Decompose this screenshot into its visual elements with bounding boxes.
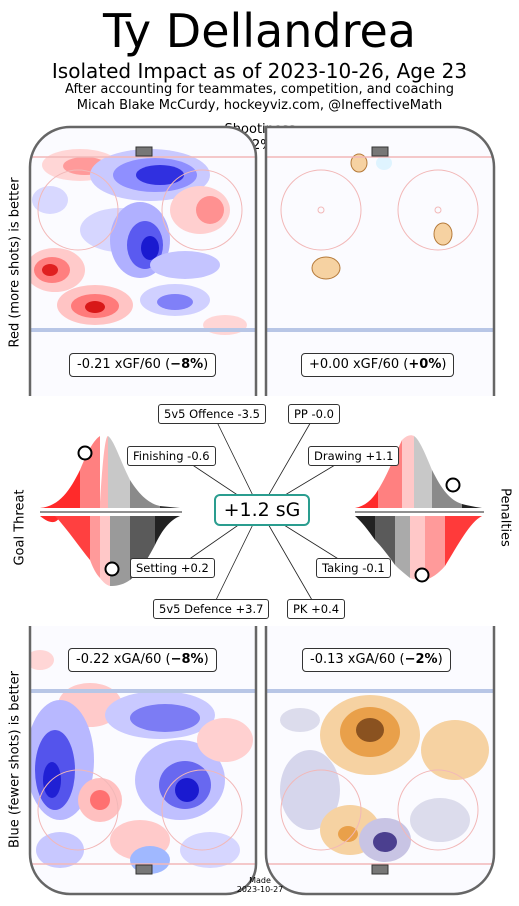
defence-5v5-boards <box>28 626 258 896</box>
red-better-label: Red (more shots) is better <box>7 177 23 348</box>
defence-pk-value: -0.13 <box>310 652 344 667</box>
component-5v5-offence: 5v5 Offence -3.5 <box>158 404 266 424</box>
credit-line: Micah Blake McCurdy, hockeyviz.com, @Ine… <box>76 98 443 113</box>
penalty-distributions <box>355 435 484 583</box>
offence-5v5-impact: -0.21 xGF/60 (−8%) <box>69 353 217 377</box>
chart-subtitle: Isolated Impact as of 2023-10-26, Age 23 <box>51 59 468 83</box>
defence-5v5-pct: −8% <box>170 652 204 667</box>
blue-better-label: Blue (fewer shots) is better <box>7 671 23 848</box>
offence-5v5-rink <box>30 127 256 396</box>
defence-pk-unit: xGA/60 <box>347 652 396 667</box>
offence-5v5-heatmap <box>30 149 247 335</box>
defence-pk-boards <box>264 626 496 896</box>
drawing-marker <box>445 477 461 493</box>
component-finishing: Finishing -0.6 <box>127 446 216 466</box>
defence-pk-impact: -0.13 xGA/60 (−2%) <box>302 648 451 672</box>
penalties-label: Penalties <box>497 488 513 547</box>
offence-pp-unit: xGF/60 <box>352 357 400 372</box>
offence-pp-heatmap <box>311 153 453 280</box>
component-setting: Setting +0.2 <box>130 558 215 578</box>
component-taking: Taking -0.1 <box>316 558 391 578</box>
defence-5v5-rink <box>30 626 256 894</box>
total-sg-value: +1.2 sG <box>214 494 310 526</box>
offence-pp-boards <box>264 125 496 396</box>
offence-5v5-value: -0.21 <box>77 357 111 372</box>
offence-pp-pct: +0% <box>408 357 442 372</box>
taking-marker <box>414 567 430 583</box>
player-name: Ty Dellandrea <box>103 4 416 58</box>
made-date: Made 2023-10-27 <box>232 876 288 894</box>
offence-pp-value: +0.00 <box>309 357 349 372</box>
goal-threat-label: Goal Threat <box>12 489 28 566</box>
defence-5v5-unit: xGA/60 <box>113 652 162 667</box>
component-drawing: Drawing +1.1 <box>308 446 400 466</box>
made-label: Made <box>249 876 271 885</box>
method-note: After accounting for teammates, competit… <box>65 82 454 97</box>
setting-marker <box>104 561 120 577</box>
offence-pp-impact: +0.00 xGF/60 (+0%) <box>301 353 455 377</box>
offence-5v5-boards <box>28 125 258 396</box>
defence-5v5-impact: -0.22 xGA/60 (−8%) <box>68 648 217 672</box>
offence-5v5-pct: −8% <box>170 357 204 372</box>
made-date-value: 2023-10-27 <box>236 885 284 894</box>
defence-pk-pct: −2% <box>404 652 438 667</box>
offence-5v5-unit: xGF/60 <box>114 357 161 372</box>
component-pk: PK +0.4 <box>287 599 346 619</box>
component-5v5-defence: 5v5 Defence +3.7 <box>153 599 270 619</box>
offence-pp-rink <box>266 127 494 396</box>
goal-threat-distributions <box>40 436 182 586</box>
finishing-marker <box>77 445 93 461</box>
defence-5v5-value: -0.22 <box>76 652 110 667</box>
component-pp: PP -0.0 <box>288 404 340 424</box>
